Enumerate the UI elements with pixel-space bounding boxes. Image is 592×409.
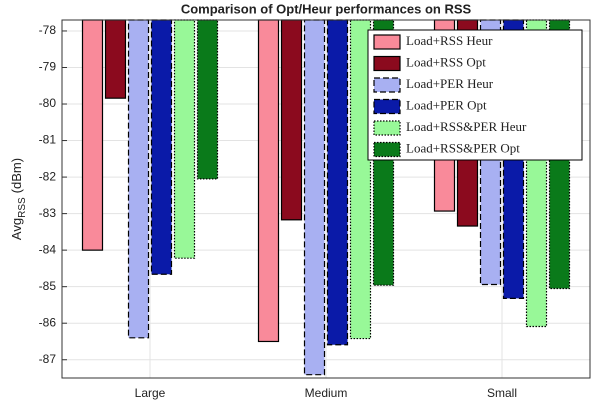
legend-label: Load+RSS Heur xyxy=(406,33,493,48)
y-tick-label: -78 xyxy=(39,23,57,37)
legend: Load+RSS Heur Load+RSS Opt Load+PER Heur Lo… xyxy=(367,29,583,161)
y-tick-label: -79 xyxy=(39,60,57,74)
y-tick-label: -87 xyxy=(39,352,57,366)
bar xyxy=(81,19,104,251)
y-tick-label: -85 xyxy=(39,279,57,293)
plot-frame xyxy=(61,19,591,379)
y-tick-label: -84 xyxy=(39,242,57,256)
bar xyxy=(257,19,280,343)
legend-label: Load+RSS Opt xyxy=(406,54,486,69)
x-tick-label: Medium xyxy=(305,386,348,400)
y-tick-label: -81 xyxy=(39,133,57,147)
x-tick-label: Small xyxy=(487,386,517,400)
bar xyxy=(150,19,173,275)
legend-box xyxy=(367,29,583,161)
bar xyxy=(280,19,303,221)
y-tick-label: -82 xyxy=(39,169,57,183)
bar xyxy=(104,19,127,99)
legend-label: Load+PER Opt xyxy=(406,97,487,112)
y-label-main: Avg xyxy=(9,218,24,240)
legend-label: Load+PER Heur xyxy=(406,76,494,91)
bar xyxy=(303,19,326,376)
legend-swatch xyxy=(373,34,401,50)
legend-swatch xyxy=(373,55,401,72)
y-label-rest: (dBm) xyxy=(9,158,24,193)
legend-swatch xyxy=(373,120,401,136)
chart-title: Comparison of Opt/Heur performances on R… xyxy=(181,1,472,16)
legend-label: Load+RSS&PER Heur xyxy=(406,119,527,134)
legend-swatch xyxy=(373,77,401,93)
legend-swatch xyxy=(373,141,401,158)
y-tick-label: -86 xyxy=(39,315,57,329)
y-label-sub: RSS xyxy=(17,197,28,218)
y-tick-label: -80 xyxy=(39,96,57,110)
bar xyxy=(127,19,150,339)
legend-label: Load+RSS&PER Opt xyxy=(406,140,520,155)
legend-swatch xyxy=(373,98,401,115)
y-tick-label: -83 xyxy=(39,206,57,220)
bar xyxy=(326,19,349,346)
bar xyxy=(196,19,219,180)
bar xyxy=(173,19,196,259)
y-axis-label: AvgRSS (dBm) xyxy=(9,158,27,240)
x-tick-label: Large xyxy=(135,386,166,400)
